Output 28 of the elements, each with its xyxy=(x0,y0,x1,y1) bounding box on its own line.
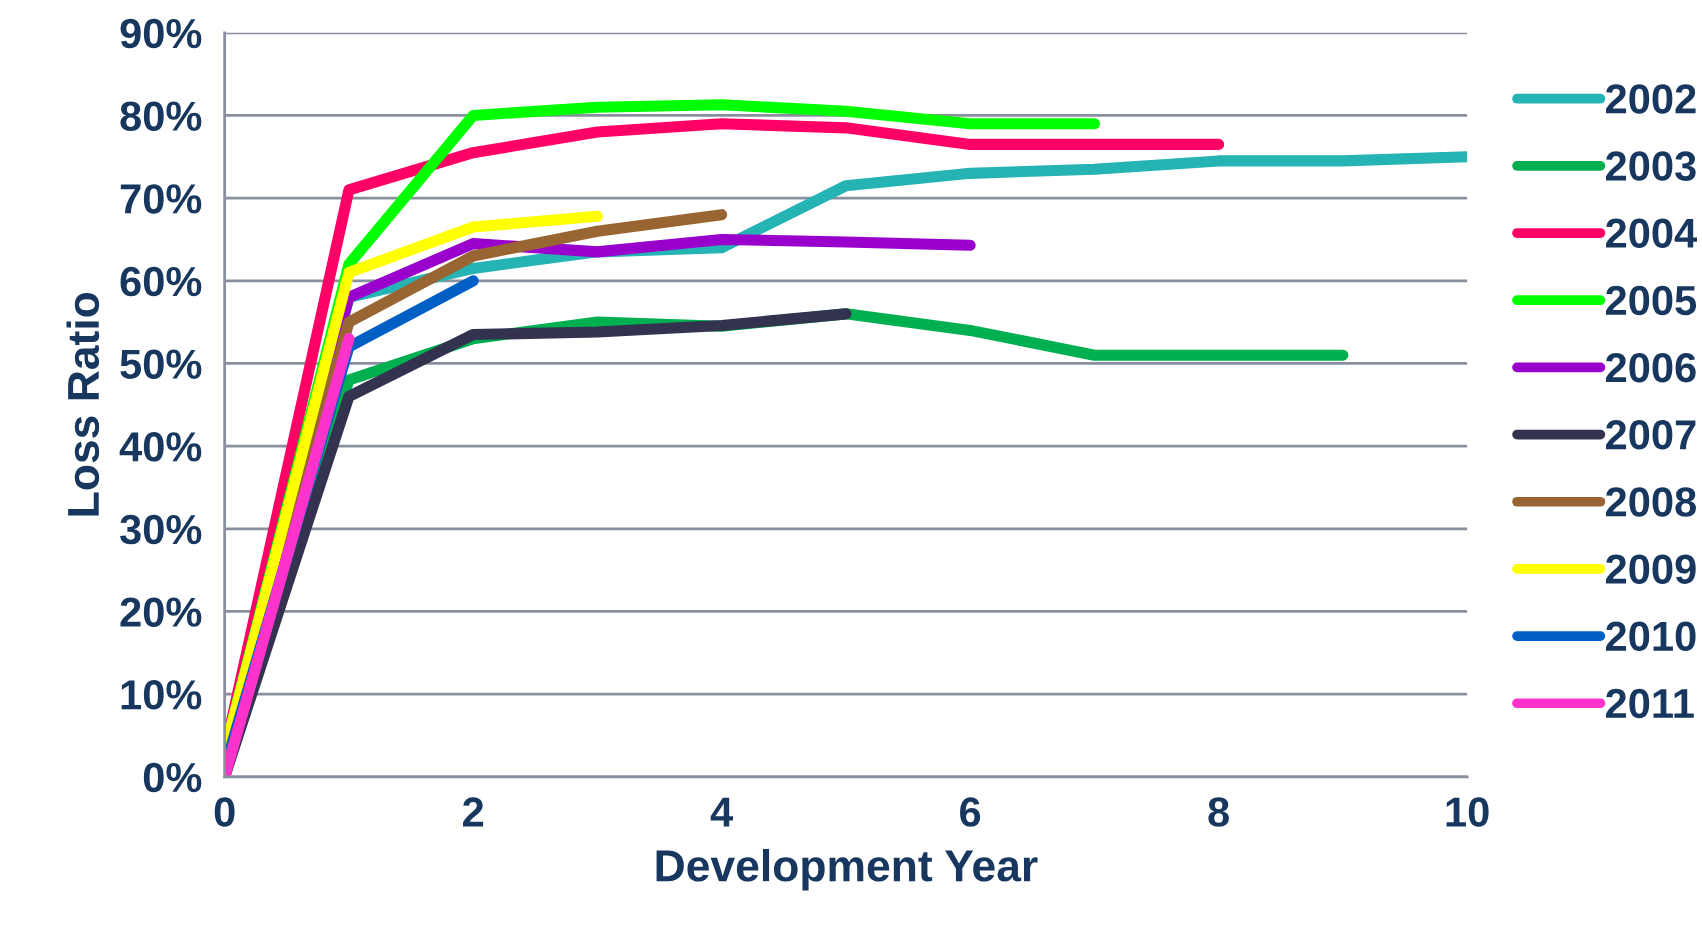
y-tick-label: 0% xyxy=(143,762,202,793)
x-tick-label: 2 xyxy=(463,797,484,827)
y-axis-title: Loss Ratio xyxy=(66,292,100,516)
legend-label: 2003 xyxy=(1605,151,1696,181)
y-tick-label: 70% xyxy=(120,184,202,214)
x-tick-label: 6 xyxy=(960,797,981,827)
legend-label: 2009 xyxy=(1605,554,1696,584)
legend-label: 2004 xyxy=(1605,218,1698,249)
legend-label: 2006 xyxy=(1605,352,1696,383)
legend-label: 2008 xyxy=(1605,487,1696,517)
legend-label: 2007 xyxy=(1605,420,1696,450)
x-tick-label: 4 xyxy=(710,797,734,827)
legend-label: 2005 xyxy=(1605,285,1697,316)
y-tick-label: 20% xyxy=(120,597,202,627)
x-tick-label: 8 xyxy=(1208,797,1229,827)
y-tick-label: 90% xyxy=(120,18,202,49)
y-tick-label: 50% xyxy=(120,349,202,379)
y-tick-label: 40% xyxy=(119,432,202,462)
legend-label: 2010 xyxy=(1605,621,1696,652)
x-tick-label: 0 xyxy=(214,797,235,827)
x-tick-label: 10 xyxy=(1446,797,1489,827)
y-tick-label: 80% xyxy=(120,101,202,131)
y-tick-label: 10% xyxy=(121,680,202,710)
y-tick-label: 60% xyxy=(120,266,202,297)
legend-label: 2002 xyxy=(1605,84,1696,114)
legend-label: 2011 xyxy=(1605,688,1694,719)
x-axis-title: Development Year xyxy=(656,848,1038,891)
y-tick-label: 30% xyxy=(120,514,202,545)
